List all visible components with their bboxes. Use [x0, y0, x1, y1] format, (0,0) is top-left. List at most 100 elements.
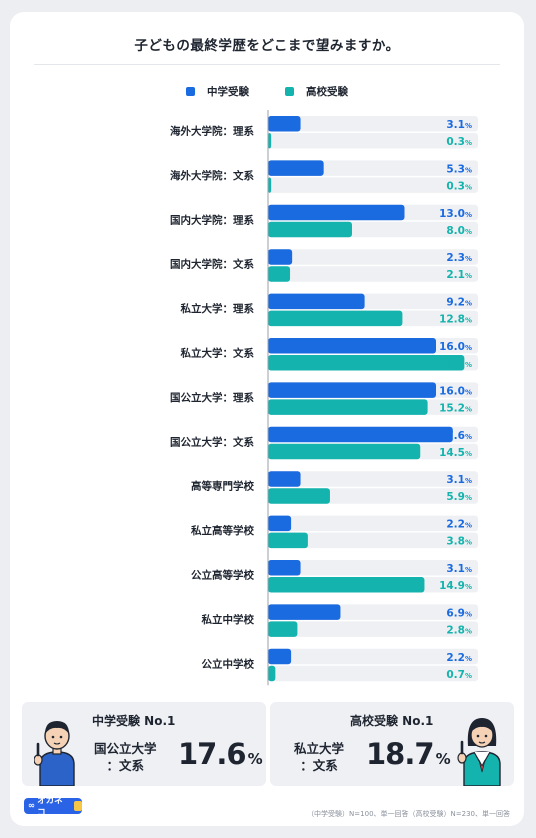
data-label-unit: % [465, 183, 472, 191]
summary-unit-junior: % [247, 750, 263, 768]
bar-junior [268, 338, 436, 354]
summary-heading-junior: 中学受験 No.1 [92, 714, 176, 728]
bar-track [268, 471, 478, 487]
bar-high [268, 177, 272, 193]
data-label-unit: % [465, 405, 472, 413]
data-label: 2.1% [446, 269, 472, 281]
data-label-unit: % [465, 522, 472, 530]
logo-infinity-icon: ∞ [28, 801, 36, 811]
bar-high [268, 133, 272, 149]
data-label-unit: % [465, 450, 472, 458]
data-label-unit: % [465, 655, 472, 663]
data-label: 8.0% [446, 225, 472, 237]
logo-mascot-icon [73, 801, 82, 811]
category-label: 高等専門学校 [191, 480, 254, 493]
data-label: 0.7% [446, 669, 472, 681]
girl-figure-icon [457, 718, 501, 786]
data-label-unit: % [465, 627, 472, 635]
bar-high [268, 488, 330, 504]
data-label-unit: % [465, 361, 472, 369]
summary-name-junior: 国公立大学 ：文系 [94, 740, 157, 774]
bar-high [268, 577, 425, 593]
summary-name-line2-high: ：文系 [300, 758, 338, 773]
bar-junior [268, 515, 292, 532]
data-label-unit: % [465, 122, 472, 130]
data-label: 2.3% [446, 252, 472, 264]
bar-high [268, 266, 291, 282]
data-label-unit: % [465, 583, 472, 591]
data-label-unit: % [465, 272, 472, 280]
summary-heading-high: 高校受験 No.1 [350, 714, 434, 728]
summary-percent-high: 18.7% [366, 737, 451, 771]
data-label: 14.9% [439, 580, 472, 592]
data-label: 9.2% [446, 297, 472, 309]
bar-junior [268, 560, 301, 576]
category-label: 国内大学院：文系 [170, 258, 254, 271]
logo-text: オカネコ [37, 796, 63, 818]
data-label-unit: % [465, 388, 472, 396]
bar-track [268, 249, 478, 265]
bar-junior [268, 160, 324, 176]
category-label: 私立大学：文系 [180, 347, 255, 360]
category-label: 海外大学院：文系 [170, 169, 254, 182]
bar-high [268, 399, 428, 415]
bar-junior [268, 426, 453, 443]
data-label: 3.1% [446, 119, 472, 131]
category-label: 私立大学：理系 [180, 302, 255, 315]
data-label-unit: % [465, 610, 472, 618]
legend-label-junior: 中学受験 [207, 86, 249, 98]
summary-name-line1-high: 私立大学 [294, 741, 345, 756]
data-label-unit: % [465, 211, 472, 219]
data-label: 16.0% [439, 341, 472, 353]
bar-track [268, 177, 478, 193]
data-label: 3.8% [446, 536, 472, 548]
data-label: 13.0% [439, 208, 472, 220]
bar-track [268, 665, 478, 682]
summary-name-high: 私立大学 ：文系 [294, 740, 344, 774]
data-label-unit: % [465, 166, 472, 174]
bar-track [268, 116, 478, 132]
okaneco-logo: ∞ オカネコ [24, 796, 82, 818]
data-label: 2.2% [446, 652, 472, 664]
bar-track [268, 560, 478, 576]
bar-track [268, 515, 478, 532]
footnote: （中学受験）N=100、単一回答（高校受験）N=230、単一回答 [307, 810, 510, 818]
data-label-unit: % [465, 255, 472, 263]
summary-name-line2-junior: ：文系 [106, 758, 145, 773]
data-label-unit: % [465, 672, 472, 680]
data-label: 14.5% [439, 447, 472, 459]
data-label-unit: % [465, 539, 472, 547]
data-label: 3.1% [446, 563, 472, 575]
bar-chart: 海外大学院：理系 3.1% 0.3% 海外大学院：文系 5.3% 0.3% 国内大学院：理系… [170, 110, 478, 686]
summary-name-line1-junior: 国公立大学 [94, 741, 157, 756]
legend-item-high: 高校受験 [285, 84, 348, 99]
bar-junior [268, 116, 301, 132]
data-label: 16.0% [439, 385, 472, 397]
data-label-unit: % [465, 228, 472, 236]
data-label: 0.3% [446, 180, 472, 192]
category-label: 私立中学校 [201, 613, 255, 626]
bar-junior [268, 471, 301, 487]
category-label: 公立高等学校 [191, 569, 254, 582]
category-label: 国公立大学：文系 [170, 435, 254, 448]
bar-high [268, 355, 465, 371]
bar-junior [268, 648, 292, 665]
summary-percent-junior: 17.6% [178, 737, 263, 771]
boy-figure-icon [34, 721, 75, 786]
bar-track [268, 266, 478, 282]
category-label: 国公立大学：理系 [170, 391, 254, 404]
bar-track [268, 621, 478, 637]
bar-junior [268, 382, 436, 398]
chart-title: 子どもの最終学歴をどこまで望みますか。 [134, 38, 400, 54]
data-label: 6.9% [446, 607, 472, 619]
data-label-unit: % [465, 477, 472, 485]
data-label-unit: % [465, 317, 472, 325]
summary-unit-high: % [435, 750, 451, 768]
legend-swatch-high [285, 87, 294, 96]
summary-panel-junior: 中学受験 No.1 国公立大学 ：文系 17.6% [22, 702, 266, 786]
data-label-unit: % [465, 300, 472, 308]
summary-panel-high: 高校受験 No.1 私立大学 ：文系 18.7% [270, 702, 514, 786]
bar-junior [268, 204, 405, 221]
category-label: 私立高等学校 [190, 524, 254, 537]
bar-track [268, 648, 478, 665]
